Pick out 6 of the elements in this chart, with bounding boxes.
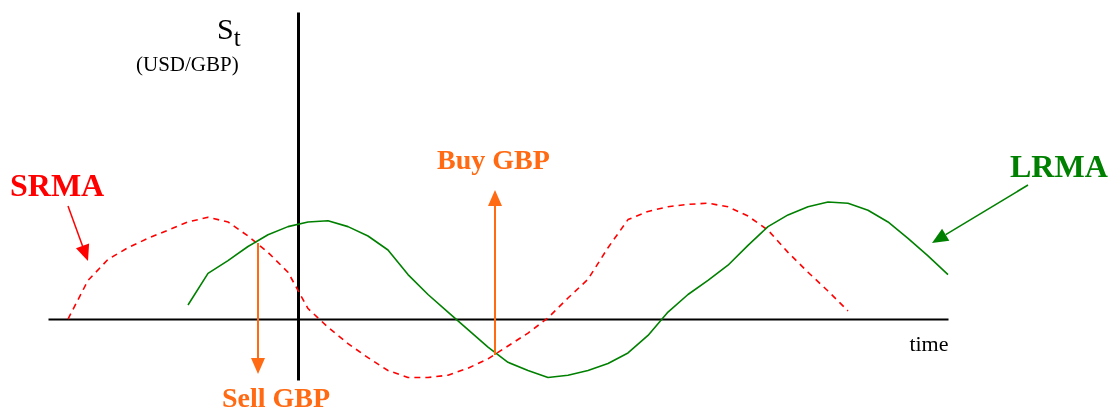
x-axis-title: time <box>909 330 949 356</box>
y-axis-title: S$_{t}$ (USD/GBP) <box>136 12 241 77</box>
series-label: SRMA <box>10 167 105 203</box>
text: Buy GBP <box>437 144 550 176</box>
text: LRMA <box>1010 148 1108 184</box>
text: Sell GBP <box>222 382 331 414</box>
